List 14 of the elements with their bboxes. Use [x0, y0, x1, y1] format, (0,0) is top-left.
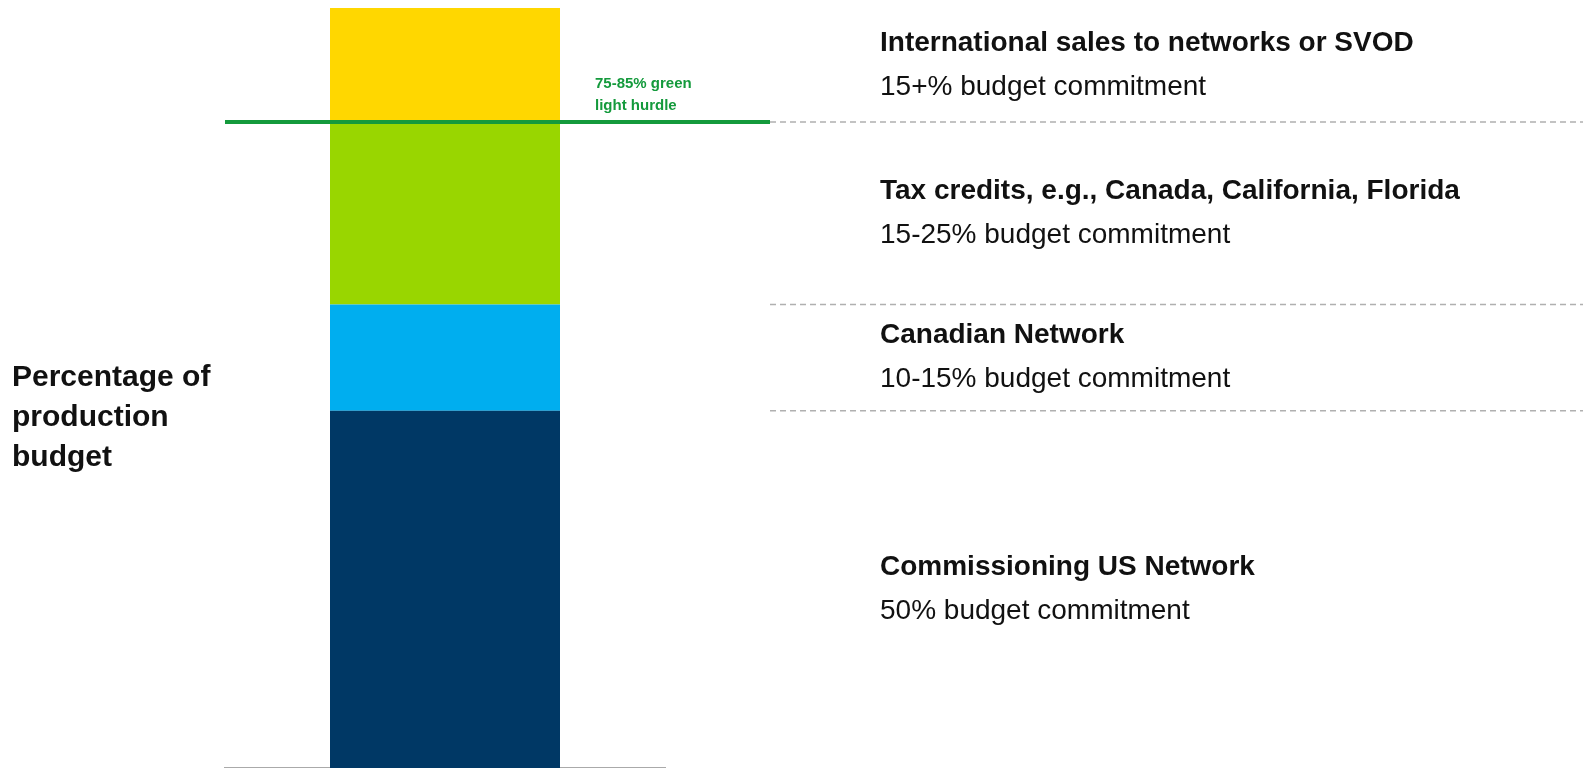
y-axis-title: Percentage of production budget: [12, 359, 212, 473]
bar: [330, 410, 560, 768]
bar: [330, 8, 560, 122]
text: Tax credits, e.g., Canada, California, Florida: [880, 173, 1461, 205]
text: 50% budget commitment: [880, 594, 1190, 626]
bar: [330, 304, 560, 411]
text: Commissioning US Network: [880, 550, 1256, 582]
text: 10-15% budget commitment: [880, 362, 1231, 394]
text: 15-25% budget commitment: [880, 217, 1231, 249]
bar: [330, 122, 560, 305]
text: 15+% budget commitment: [880, 69, 1207, 101]
text: Canadian Network: [880, 318, 1125, 350]
text: International sales to networks or SVOD: [880, 25, 1414, 57]
ref-line-label: 75-85% green light hurdle: [595, 74, 692, 113]
